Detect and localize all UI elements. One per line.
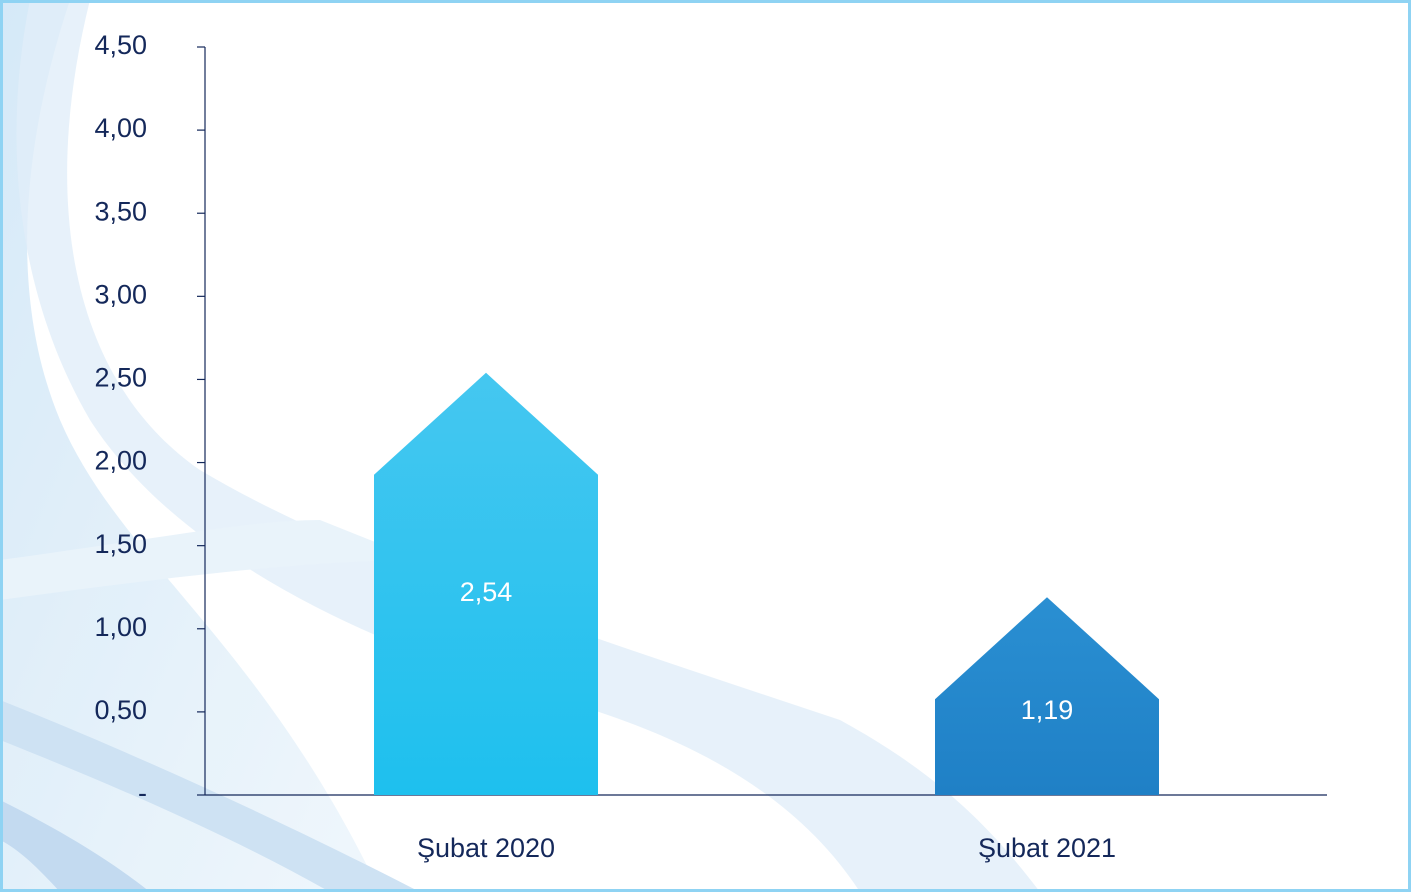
y-tick-label: 3,00 — [94, 279, 147, 309]
y-tick-label: 4,50 — [94, 30, 147, 60]
x-tick-label: Şubat 2021 — [978, 833, 1116, 863]
bar — [935, 597, 1159, 795]
y-tick-label: 3,50 — [94, 196, 147, 226]
value-label: 1,19 — [1021, 695, 1074, 725]
y-tick-label: - — [138, 778, 147, 808]
x-tick-label: Şubat 2020 — [417, 833, 555, 863]
decoration — [0, 0, 1040, 892]
value-label: 2,54 — [460, 577, 513, 607]
y-tick-label: 2,50 — [94, 363, 147, 393]
y-tick-label: 2,00 — [94, 446, 147, 476]
y-tick-label: 4,00 — [94, 113, 147, 143]
y-tick-label: 1,50 — [94, 529, 147, 559]
bar — [374, 372, 598, 795]
y-tick-label: 1,00 — [94, 612, 147, 642]
y-tick-label: 0,50 — [94, 695, 147, 725]
